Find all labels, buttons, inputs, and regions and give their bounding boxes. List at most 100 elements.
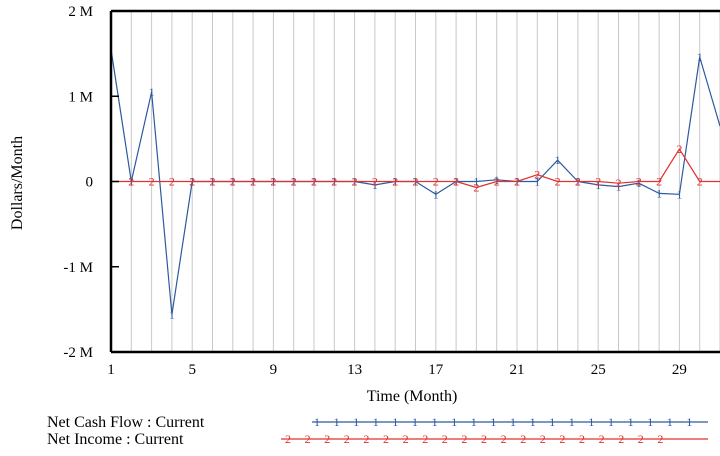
legend-marker-2: 2 — [540, 432, 546, 446]
legend-marker-1: 1 — [373, 415, 379, 429]
series-2-marker: 2 — [514, 175, 520, 189]
legend-marker-2: 2 — [324, 432, 330, 446]
series-2-marker: 2 — [555, 175, 561, 189]
legend-marker-1: 1 — [314, 415, 320, 429]
legend-marker-2: 2 — [618, 432, 624, 446]
x-tick-label: 17 — [428, 362, 444, 378]
legend-marker-1: 1 — [432, 415, 438, 429]
legend-marker-1: 1 — [569, 415, 575, 429]
series-2-marker: 2 — [291, 175, 297, 189]
series-2-marker: 2 — [616, 176, 622, 190]
legend-marker-2: 2 — [559, 432, 565, 446]
x-tick-label: 1 — [107, 362, 115, 378]
legend-marker-1: 1 — [334, 415, 340, 429]
series-2-marker: 2 — [656, 175, 662, 189]
y-tick-label: 2 M — [68, 4, 93, 20]
series-2-marker: 2 — [311, 175, 317, 189]
legend-marker-1: 1 — [549, 415, 555, 429]
y-tick-label: -1 M — [63, 260, 93, 276]
series-2-marker: 2 — [189, 175, 195, 189]
legend-marker-2: 2 — [422, 432, 428, 446]
legend-marker-1: 1 — [647, 415, 653, 429]
legend-marker-2: 2 — [599, 432, 605, 446]
series-1-marker: 1 — [656, 186, 662, 200]
legend-marker-2: 2 — [461, 432, 467, 446]
legend-marker-2: 2 — [501, 432, 507, 446]
tick-labels: 1 5 9 13 17 21 25 292 M1 M0-1 M-2 M — [63, 4, 686, 378]
legend-marker-2: 2 — [403, 432, 409, 446]
legend: Net Cash Flow : Current 1 1 1 1 1 1 1 1 1 1 1 1 1 1 1 1 1… — [47, 414, 708, 448]
series-1-marker: 1 — [433, 187, 439, 201]
y-tick-label: 0 — [86, 175, 94, 191]
legend-marker-2: 2 — [657, 432, 663, 446]
series-1-marker: 1 — [555, 153, 561, 167]
series-2-marker: 2 — [331, 175, 337, 189]
series-2-marker: 2 — [595, 175, 601, 189]
series-line-2 — [111, 148, 720, 189]
x-tick-label: 9 — [270, 362, 278, 378]
x-tick-label: 13 — [347, 362, 362, 378]
y-axis-label: Dollars/Month — [9, 136, 26, 230]
series-2-marker: 2 — [534, 168, 540, 182]
legend-marker-1: 1 — [451, 415, 457, 429]
legend-marker-1: 1 — [608, 415, 614, 429]
legend-marker-1: 1 — [353, 415, 359, 429]
legend-marker-1: 1 — [628, 415, 634, 429]
legend-marker-2: 2 — [383, 432, 389, 446]
legend-marker-2: 2 — [344, 432, 350, 446]
series-1-marker: 1 — [676, 187, 682, 201]
series-2-marker: 2 — [250, 175, 256, 189]
x-tick-label: 21 — [510, 362, 525, 378]
legend-marker-1: 1 — [686, 415, 692, 429]
series-1-marker: 1 — [595, 178, 601, 192]
series-2-marker: 2 — [210, 175, 216, 189]
series-2-marker: 2 — [128, 175, 134, 189]
legend-marker-2: 2 — [638, 432, 644, 446]
legend-marker-1: 1 — [412, 415, 418, 429]
series-2-marker: 2 — [575, 175, 581, 189]
legend-marker-1: 1 — [530, 415, 536, 429]
series-2-marker: 2 — [413, 175, 419, 189]
series-1-marker: 1 — [372, 178, 378, 192]
series-2-marker: 2 — [636, 175, 642, 189]
y-tick-label: 1 M — [68, 89, 93, 105]
series-1-marker: 1 — [534, 175, 540, 189]
series-2-marker: 2 — [494, 175, 500, 189]
series-2-marker: 2 — [352, 175, 358, 189]
series-1-marker: 1 — [636, 176, 642, 190]
legend-marker-2: 2 — [579, 432, 585, 446]
series-2-marker: 2 — [372, 175, 378, 189]
x-tick-label: 5 — [188, 362, 196, 378]
series-2-marker: 2 — [453, 175, 459, 189]
series-2-marker: 2 — [230, 175, 236, 189]
series-1-marker: 1 — [473, 175, 479, 189]
series-1-marker: 1 — [169, 307, 175, 321]
series-2-marker: 2 — [392, 175, 398, 189]
legend-marker-2: 2 — [520, 432, 526, 446]
series-2-marker: 2 — [149, 175, 155, 189]
series-1-marker: 1 — [697, 50, 703, 64]
x-tick-label: 25 — [591, 362, 606, 378]
legend-label-1: Net Cash Flow : Current — [47, 414, 205, 431]
series-2-marker: 2 — [697, 175, 703, 189]
legend-marker-1: 1 — [490, 415, 496, 429]
series-2-marker: 2 — [270, 175, 276, 189]
series-2-marker: 2 — [676, 142, 682, 156]
series-1-marker: 1 — [494, 173, 500, 187]
legend-marker-1: 1 — [510, 415, 516, 429]
legend-marker-1: 1 — [392, 415, 398, 429]
series-2-marker: 2 — [473, 180, 479, 194]
y-tick-label: -2 M — [63, 345, 93, 361]
x-tick-label: 29 — [672, 362, 687, 378]
series-1-marker: 1 — [616, 180, 622, 194]
x-axis-label: Time (Month) — [367, 388, 458, 405]
series-1-marker: 1 — [149, 85, 155, 99]
legend-marker-1: 1 — [588, 415, 594, 429]
legend-marker-2: 2 — [305, 432, 311, 446]
legend-marker-2: 2 — [481, 432, 487, 446]
legend-marker-1: 1 — [667, 415, 673, 429]
legend-label-2: Net Income : Current — [47, 431, 184, 448]
legend-marker-1: 1 — [471, 415, 477, 429]
